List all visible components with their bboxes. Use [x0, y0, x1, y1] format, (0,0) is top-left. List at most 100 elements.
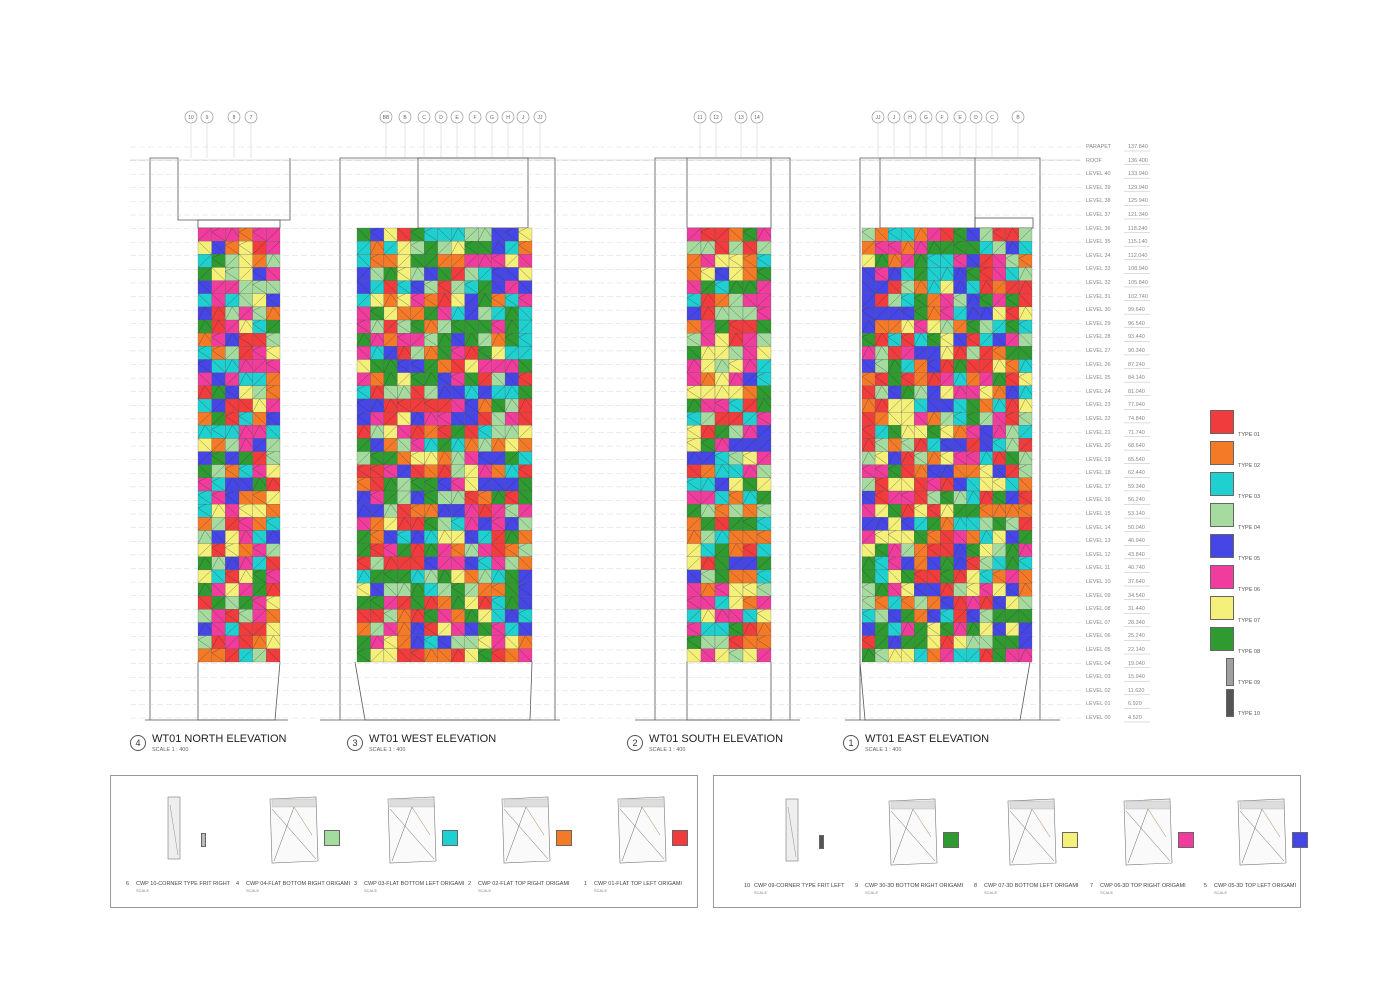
origami-fold-line: [756, 543, 772, 557]
gridline-bubble: [887, 110, 901, 124]
origami-fold-line: [901, 306, 915, 321]
origami-fold-line: [437, 648, 452, 663]
origami-fold-line: [451, 412, 465, 426]
origami-fold-line: [686, 398, 702, 413]
origami-fold-line: [197, 504, 212, 518]
curtain-wall-panel: [464, 241, 479, 255]
curtain-wall-panel: [252, 227, 267, 242]
origami-fold-line: [397, 609, 411, 623]
origami-fold-line: [861, 346, 876, 360]
panel-title: CWP 09-CORNER TYPE FRIT LEFT: [754, 883, 845, 889]
curtain-wall-panel: [266, 451, 281, 465]
curtain-wall-panel: [927, 504, 941, 518]
origami-fold-line: [491, 530, 506, 544]
origami-fold-line: [700, 543, 716, 557]
level-label: LEVEL 17 59.340: [1082, 484, 1182, 494]
origami-fold-line: [728, 293, 744, 308]
origami-fold-line: [518, 241, 533, 255]
panel-caption: 5 CWP 05-3D TOP LEFT ORIGAMI: [1204, 883, 1296, 889]
type-color-chip: [672, 830, 688, 846]
curtain-wall-panel: [992, 490, 1006, 505]
curtain-wall-panel: [356, 648, 371, 663]
origami-fold-line: [437, 398, 452, 413]
curtain-wall-panel: [211, 227, 226, 242]
origami-fold-line: [1018, 280, 1033, 294]
origami-fold-line: [252, 241, 267, 255]
origami-fold-line: [874, 267, 889, 281]
level-elevation: 50.040: [1128, 524, 1145, 531]
origami-fold-line: [940, 280, 954, 294]
origami-fold-line: [410, 438, 425, 452]
origami-fold-line: [238, 622, 253, 636]
origami-fold-line: [478, 622, 492, 636]
level-label: LEVEL 32 105.840: [1082, 280, 1182, 290]
curtain-wall-panel: [992, 227, 1006, 242]
origami-fold-line: [238, 582, 253, 597]
origami-fold-line: [397, 254, 411, 268]
origami-fold-line: [238, 609, 253, 623]
curtain-wall-panel: [742, 582, 758, 597]
origami-fold-line: [491, 280, 506, 294]
origami-fold-line: [252, 385, 267, 400]
curtain-wall-panel: [451, 543, 465, 557]
gridline-bubble: [485, 110, 499, 124]
origami-fold-line: [464, 517, 479, 531]
origami-fold-line: [728, 241, 744, 255]
gridline-tag: E: [958, 115, 962, 121]
level-label: LEVEL 07 28.340: [1082, 620, 1182, 630]
origami-fold-line: [437, 504, 452, 518]
origami-fold-line: [504, 477, 519, 492]
curtain-wall-panel: [370, 596, 385, 610]
origami-fold-line: [914, 346, 928, 360]
curtain-wall-panel: [397, 359, 411, 373]
origami-fold-line: [410, 333, 425, 347]
curtain-wall-panel: [874, 596, 889, 610]
origami-fold-line: [491, 267, 506, 281]
curtain-wall-panel: [424, 398, 438, 413]
origami-fold-line: [451, 372, 465, 386]
curtain-wall-panel: [478, 648, 492, 663]
origami-fold-line: [518, 477, 533, 492]
origami-fold-line: [424, 412, 438, 426]
origami-fold-line: [424, 648, 438, 663]
origami-fold-line: [225, 490, 240, 505]
origami-fold-line: [252, 569, 267, 584]
origami-fold-line: [686, 227, 702, 242]
curtain-wall-panel: [266, 596, 281, 610]
origami-fold-line: [686, 267, 702, 281]
origami-fold-line: [424, 293, 438, 308]
origami-fold-line: [714, 569, 730, 584]
origami-fold-line: [756, 267, 772, 281]
origami-fold-line: [410, 596, 425, 610]
curtain-wall-panel: [410, 359, 425, 373]
gridline-tag: 14: [754, 115, 760, 121]
origami-fold-line: [397, 530, 411, 544]
level-elevation: 65.540: [1128, 456, 1145, 463]
curtain-wall-panel: [370, 464, 385, 479]
origami-fold-line: [424, 438, 438, 452]
origami-fold-line: [518, 346, 533, 360]
origami-fold-line: [225, 385, 240, 400]
origami-fold-line: [491, 556, 506, 571]
level-name: LEVEL 09: [1086, 592, 1111, 599]
curtain-wall-panel: [728, 490, 744, 505]
origami-fold-line: [451, 319, 465, 334]
origami-fold-line: [953, 254, 967, 268]
origami-fold-line: [266, 359, 281, 373]
level-elevation: 99.640: [1128, 307, 1145, 314]
level-name: LEVEL 27: [1086, 347, 1111, 354]
origami-fold-line: [252, 622, 267, 636]
origami-fold-line: [756, 451, 772, 465]
origami-fold-line: [451, 530, 465, 544]
origami-fold-line: [451, 648, 465, 663]
gridline-bubble: [398, 110, 412, 124]
origami-fold-line: [451, 398, 465, 413]
origami-fold-line: [686, 385, 702, 400]
origami-fold-line: [238, 411, 253, 426]
origami-fold-line: [874, 306, 889, 321]
panel-caption: 3 CWP 03-FLAT BOTTOM LEFT ORIGAMI: [354, 881, 464, 887]
curtain-wall-panel: [464, 398, 479, 413]
level-elevation: 115.140: [1128, 239, 1148, 246]
curtain-wall-panel: [1005, 372, 1020, 386]
curtain-wall-panel: [940, 596, 954, 610]
